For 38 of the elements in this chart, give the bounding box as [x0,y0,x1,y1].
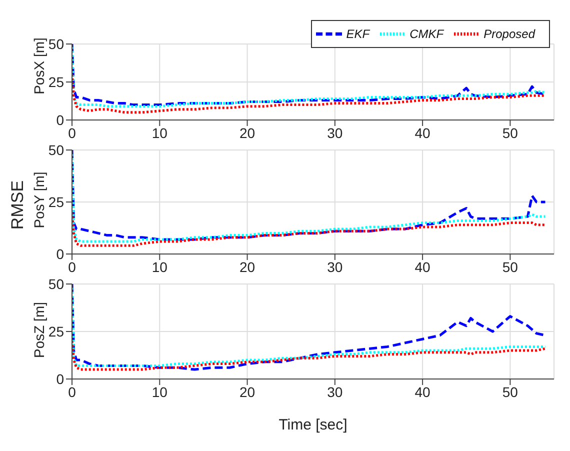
y-tick-label: 25 [48,323,64,340]
x-tick-label: 30 [327,384,343,400]
y-axis-title: PosZ [m] [31,300,47,360]
x-tick-label: 40 [414,384,431,400]
y-tick-label: 50 [48,142,64,158]
legend-label: Proposed [484,26,535,41]
x-tick-label: 0 [68,258,76,275]
x-tick-label: 50 [502,124,518,141]
x-tick-label: 50 [502,258,518,275]
x-tick-label: 20 [239,258,256,275]
y-tick-label: 25 [48,194,64,210]
line-series [72,211,546,247]
legend-label: EKF [346,26,370,41]
y-tick-label: 0 [56,112,64,128]
x-tick-label: 20 [239,124,256,141]
x-axis-title: Time [sec] [278,416,348,434]
x-tick-label: 10 [152,124,168,141]
x-tick-label: 0 [68,124,76,141]
x-tick-label: 50 [502,384,518,400]
legend-label: CMKF [410,26,444,41]
y-axis-title: PosY [m] [31,170,47,230]
x-tick-label: 30 [327,258,343,275]
x-tick-label: 40 [414,258,431,275]
y-tick-label: 0 [56,246,64,262]
y-axis-title: PosX [m] [31,36,47,96]
x-tick-label: 40 [414,124,431,141]
y-tick-label: 50 [48,36,64,52]
y-tick-label: 50 [48,276,64,292]
line-series [72,340,546,371]
text: RMSE [8,179,28,232]
x-tick-label: 10 [152,384,168,400]
line-series [72,73,546,114]
y-tick-label: 0 [56,370,64,387]
x-tick-label: 20 [239,384,256,400]
x-tick-label: 30 [327,124,343,141]
x-tick-label: 10 [152,258,168,275]
y-tick-label: 25 [48,74,64,90]
x-tick-label: 0 [68,384,76,400]
